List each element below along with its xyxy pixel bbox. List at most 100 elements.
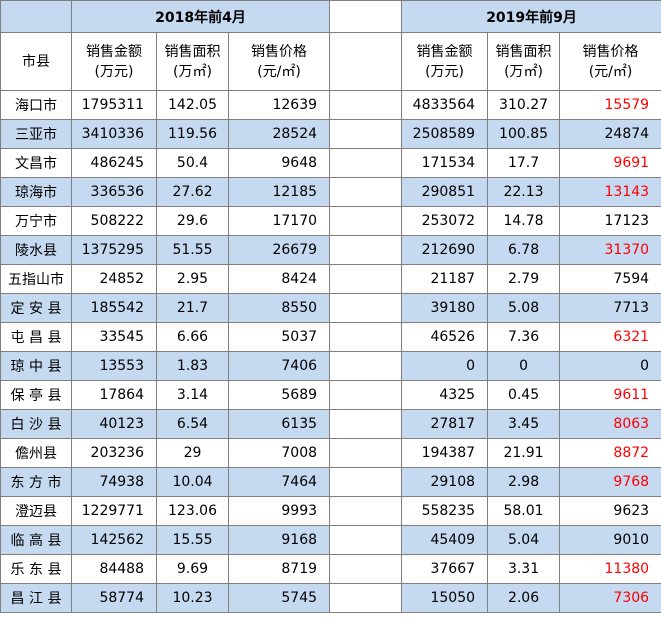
- amount-2019-cell: 4833564: [401, 90, 489, 120]
- amount-2019-cell: 45409: [401, 525, 489, 555]
- amount-2018-cell: 74938: [71, 467, 157, 497]
- city-cell: 琼 中 县: [0, 351, 72, 381]
- column-header-row: 市县 销售金额 (万元) 销售面积 (万㎡) 销售价格 (元/㎡) 销售金额 (万元) …: [0, 32, 661, 91]
- price-2019-cell: 13143: [559, 177, 661, 207]
- col-header-amount-2019: 销售金额 (万元): [401, 32, 489, 91]
- area-2019-cell: 0.45: [487, 380, 561, 410]
- price-2018-cell: 6135: [227, 409, 331, 439]
- col-header-city: 市县: [0, 32, 72, 91]
- col-header-price-2019: 销售价格 (元/㎡): [559, 32, 661, 91]
- amount-2018-cell: 1229771: [71, 496, 157, 526]
- area-2018-cell: 10.04: [156, 467, 229, 497]
- table-row: 万宁市 508222 29.6 17170 253072 14.78 17123: [0, 206, 661, 236]
- table-row: 文昌市 486245 50.4 9648 171534 17.7 9691: [0, 148, 661, 178]
- table-row: 屯 昌 县 33545 6.66 5037 46526 7.36 6321: [0, 322, 661, 352]
- table-row: 三亚市 3410336 119.56 28524 2508589 100.85 24874: [0, 119, 661, 149]
- gap-cell: [329, 583, 403, 613]
- gap-cell: [329, 119, 403, 149]
- area-2019-cell: 17.7: [487, 148, 561, 178]
- area-2019-cell: 0: [487, 351, 561, 381]
- header-gap-cell: [329, 32, 403, 91]
- price-2018-cell: 7406: [227, 351, 331, 381]
- amount-2018-cell: 84488: [71, 554, 157, 584]
- gap-cell: [329, 467, 403, 497]
- price-2019-cell: 9623: [559, 496, 661, 526]
- price-2019-cell: 7594: [559, 264, 661, 294]
- area-2018-cell: 6.66: [156, 322, 229, 352]
- table-row: 临 高 县 142562 15.55 9168 45409 5.04 9010: [0, 525, 661, 555]
- price-2018-cell: 12639: [227, 90, 331, 120]
- header-gap: [329, 0, 403, 33]
- amount-2019-cell: 29108: [401, 467, 489, 497]
- price-2019-cell: 8063: [559, 409, 661, 439]
- area-2019-cell: 21.91: [487, 438, 561, 468]
- city-cell: 海口市: [0, 90, 72, 120]
- area-2019-cell: 58.01: [487, 496, 561, 526]
- price-2019-cell: 17123: [559, 206, 661, 236]
- amount-2019-cell: 194387: [401, 438, 489, 468]
- group-header-row: 2018年前4月 2019年前9月: [0, 0, 661, 33]
- price-2018-cell: 8424: [227, 264, 331, 294]
- gap-cell: [329, 177, 403, 207]
- amount-2019-cell: 212690: [401, 235, 489, 265]
- table-row: 定 安 县 185542 21.7 8550 39180 5.08 7713: [0, 293, 661, 323]
- gap-cell: [329, 322, 403, 352]
- price-2018-cell: 26679: [227, 235, 331, 265]
- city-cell: 万宁市: [0, 206, 72, 236]
- price-2018-cell: 7008: [227, 438, 331, 468]
- city-cell: 保 亭 县: [0, 380, 72, 410]
- price-2018-cell: 5745: [227, 583, 331, 613]
- city-cell: 乐 东 县: [0, 554, 72, 584]
- city-cell: 定 安 县: [0, 293, 72, 323]
- area-2019-cell: 2.79: [487, 264, 561, 294]
- gap-cell: [329, 148, 403, 178]
- price-2019-cell: 0: [559, 351, 661, 381]
- col-header-area-2019: 销售面积 (万㎡): [487, 32, 561, 91]
- price-2018-cell: 5689: [227, 380, 331, 410]
- table-row: 东 方 市 74938 10.04 7464 29108 2.98 9768: [0, 467, 661, 497]
- sales-table: 2018年前4月 2019年前9月 市县 销售金额 (万元) 销售面积 (万㎡) 销…: [0, 0, 661, 613]
- amount-2018-cell: 336536: [71, 177, 157, 207]
- city-cell: 琼海市: [0, 177, 72, 207]
- price-2019-cell: 8872: [559, 438, 661, 468]
- col-header-price-2018: 销售价格 (元/㎡): [227, 32, 331, 91]
- gap-cell: [329, 438, 403, 468]
- area-2018-cell: 123.06: [156, 496, 229, 526]
- area-2018-cell: 10.23: [156, 583, 229, 613]
- amount-2018-cell: 142562: [71, 525, 157, 555]
- area-2018-cell: 15.55: [156, 525, 229, 555]
- price-2019-cell: 7713: [559, 293, 661, 323]
- price-2018-cell: 12185: [227, 177, 331, 207]
- group-header-2019: 2019年前9月: [401, 0, 661, 33]
- amount-2019-cell: 2508589: [401, 119, 489, 149]
- area-2018-cell: 29.6: [156, 206, 229, 236]
- city-cell: 文昌市: [0, 148, 72, 178]
- gap-cell: [329, 380, 403, 410]
- price-2018-cell: 8550: [227, 293, 331, 323]
- area-2018-cell: 1.83: [156, 351, 229, 381]
- area-2019-cell: 3.31: [487, 554, 561, 584]
- gap-cell: [329, 351, 403, 381]
- amount-2018-cell: 33545: [71, 322, 157, 352]
- price-2019-cell: 24874: [559, 119, 661, 149]
- amount-2018-cell: 486245: [71, 148, 157, 178]
- city-cell: 儋州县: [0, 438, 72, 468]
- gap-cell: [329, 206, 403, 236]
- area-2018-cell: 3.14: [156, 380, 229, 410]
- area-2018-cell: 50.4: [156, 148, 229, 178]
- col-header-area-2018: 销售面积 (万㎡): [156, 32, 229, 91]
- price-2019-cell: 9010: [559, 525, 661, 555]
- price-2019-cell: 9611: [559, 380, 661, 410]
- city-cell: 澄迈县: [0, 496, 72, 526]
- area-2019-cell: 100.85: [487, 119, 561, 149]
- price-2018-cell: 28524: [227, 119, 331, 149]
- col-header-amount-2018: 销售金额 (万元): [71, 32, 157, 91]
- price-2019-cell: 15579: [559, 90, 661, 120]
- area-2019-cell: 3.45: [487, 409, 561, 439]
- table-row: 昌 江 县 58774 10.23 5745 15050 2.06 7306: [0, 583, 661, 613]
- amount-2019-cell: 4325: [401, 380, 489, 410]
- area-2018-cell: 119.56: [156, 119, 229, 149]
- area-2018-cell: 6.54: [156, 409, 229, 439]
- amount-2019-cell: 253072: [401, 206, 489, 236]
- city-cell: 屯 昌 县: [0, 322, 72, 352]
